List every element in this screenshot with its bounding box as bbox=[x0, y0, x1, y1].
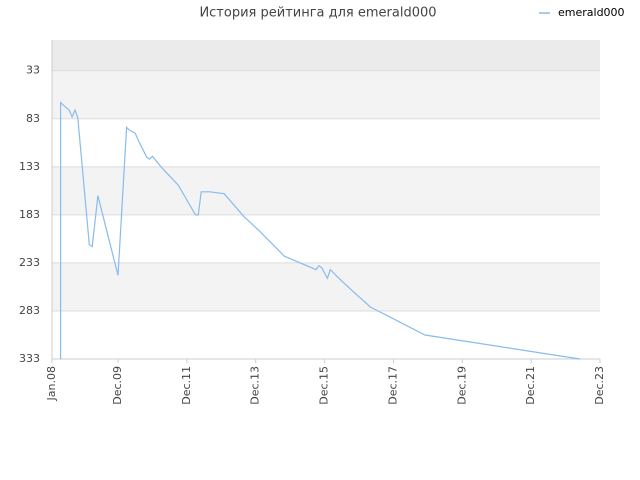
y-tick-label: 233 bbox=[19, 256, 40, 269]
x-tick-label: Dec.19 bbox=[455, 366, 468, 405]
x-tick-label: Dec.21 bbox=[524, 366, 537, 405]
x-tick-label: Dec.09 bbox=[111, 366, 124, 405]
chart-title: История рейтинга для emerald000 bbox=[199, 6, 436, 21]
y-tick-label: 33 bbox=[26, 64, 40, 77]
plot-band bbox=[52, 40, 600, 71]
x-tick-label: Dec.23 bbox=[593, 366, 606, 405]
y-tick-label: 183 bbox=[19, 208, 40, 221]
plot-band bbox=[52, 118, 600, 167]
plot-band bbox=[52, 166, 600, 215]
y-tick-label: 283 bbox=[19, 304, 40, 317]
x-tick-label: Jan.08 bbox=[45, 366, 58, 401]
y-tick-label: 133 bbox=[19, 160, 40, 173]
plot-band bbox=[52, 214, 600, 263]
x-tick-label: Dec.17 bbox=[386, 366, 399, 405]
plot-band bbox=[52, 262, 600, 311]
x-tick-label: Dec.15 bbox=[318, 366, 331, 405]
y-tick-label: 83 bbox=[26, 112, 40, 125]
series-line bbox=[60, 101, 580, 360]
plot-band bbox=[52, 70, 600, 119]
legend-label: emerald000 bbox=[558, 6, 625, 19]
y-tick-label: 333 bbox=[19, 352, 40, 365]
x-tick-label: Dec.13 bbox=[249, 366, 262, 405]
x-tick-label: Dec.11 bbox=[180, 366, 193, 405]
plot-band bbox=[52, 310, 600, 359]
